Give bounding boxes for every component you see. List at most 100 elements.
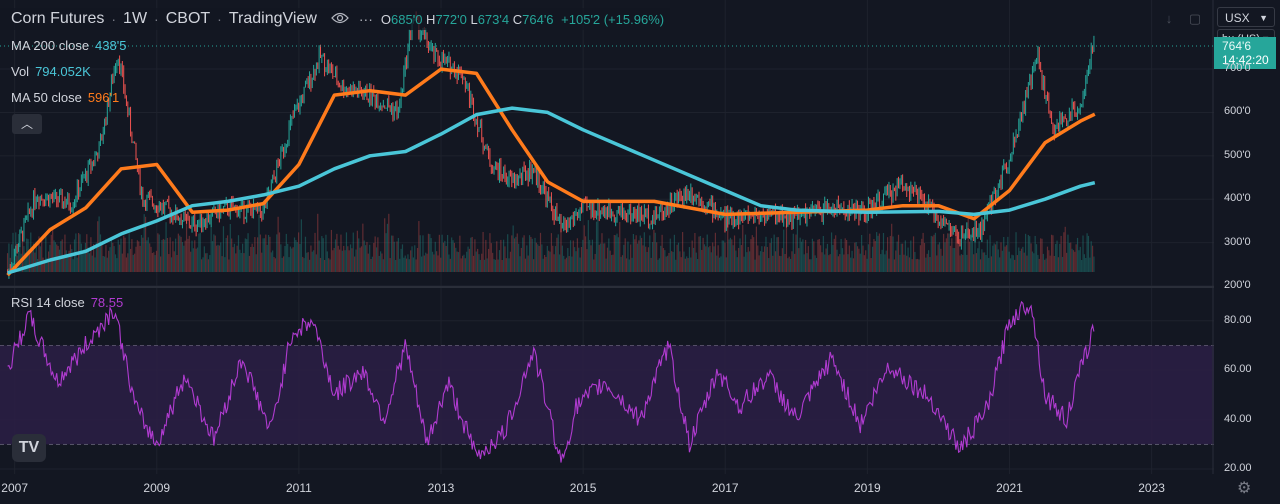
volume-bar [1079, 246, 1081, 272]
volume-bar [743, 256, 745, 272]
volume-bar [519, 256, 521, 272]
volume-bar [911, 259, 913, 272]
volume-bar [548, 250, 550, 272]
interval[interactable]: 1W [123, 10, 148, 27]
volume-bar [1033, 253, 1035, 272]
volume-bar [303, 258, 305, 272]
volume-bar [631, 257, 633, 272]
volume-bar [252, 246, 255, 272]
chart-canvas[interactable] [0, 0, 1214, 474]
volume-bar [216, 245, 218, 272]
volume-bar [367, 253, 369, 272]
volume-bar [311, 251, 313, 272]
volume-bar [431, 251, 434, 272]
volume-bar [169, 237, 171, 272]
volume-bar [657, 259, 659, 272]
volume-bar [869, 233, 871, 272]
volume-bar [537, 244, 539, 272]
volume-bar [28, 249, 31, 272]
volume-bar [882, 232, 885, 272]
volume-bar [992, 245, 994, 272]
volume-bar [985, 255, 987, 272]
volume-bar [598, 244, 600, 272]
volume-bar [676, 244, 678, 272]
volume-bar [709, 245, 711, 272]
volume-bar [317, 213, 319, 272]
volume-bar [161, 240, 163, 272]
volume-bar [345, 232, 348, 272]
volume-bar [267, 234, 270, 272]
volume-bar [307, 252, 309, 272]
symbol-name[interactable]: Corn Futures [11, 10, 105, 27]
volume-bar [195, 248, 197, 272]
volume-bar [953, 248, 956, 272]
volume-bar [483, 259, 486, 272]
legend-ma50[interactable]: MA 50 close 596'1 [11, 90, 120, 105]
volume-bar [69, 244, 72, 272]
volume-bar [958, 242, 960, 272]
maximize-icon[interactable]: ▢ [1188, 11, 1202, 26]
volume-bar [535, 242, 537, 272]
volume-bar [798, 248, 800, 272]
volume-bar [67, 255, 69, 272]
volume-bar [359, 247, 361, 272]
volume-bar [1076, 237, 1079, 272]
volume-bar [515, 236, 517, 272]
volume-bar [389, 258, 391, 272]
volume-bar [108, 250, 110, 272]
download-icon[interactable]: ↓ [1165, 11, 1173, 26]
legend-volume[interactable]: Vol 794.052K [11, 64, 91, 79]
legend-ma200[interactable]: MA 200 close 438'5 [11, 38, 127, 53]
volume-bar [31, 247, 33, 272]
volume-bar [474, 239, 476, 272]
volume-bar [385, 233, 387, 272]
rsi-line [7, 300, 1095, 463]
volume-bar [88, 253, 91, 272]
volume-bar [912, 236, 915, 272]
volume-bar [407, 254, 409, 272]
eye-icon[interactable] [331, 11, 349, 28]
volume-bar [888, 258, 890, 272]
volume-bar [556, 237, 558, 272]
volume-bar [236, 245, 238, 272]
volume-bar [855, 242, 857, 272]
volume-bar [487, 248, 490, 272]
rsi-axis-label: 20.00 [1224, 462, 1252, 475]
volume-bar [876, 232, 878, 272]
volume-bar [837, 256, 839, 272]
volume-bar [583, 225, 585, 272]
currency-select[interactable]: USX ▼ [1217, 7, 1275, 27]
volume-bar [1019, 250, 1021, 272]
volume-bar [840, 238, 842, 272]
volume-bar [885, 250, 887, 272]
volume-bar [564, 259, 566, 272]
volume-bar [247, 233, 249, 272]
volume-bar [217, 244, 219, 272]
volume-bar [617, 237, 619, 272]
volume-bar [736, 257, 738, 272]
volume-bar [451, 237, 453, 272]
tradingview-logo[interactable]: TV [12, 434, 46, 462]
volume-bar [117, 239, 119, 272]
volume-bar [895, 250, 897, 272]
volume-bar [943, 233, 945, 272]
volume-bar [265, 234, 267, 272]
volume-bar [233, 243, 235, 272]
more-icon[interactable]: ··· [358, 11, 373, 27]
gear-icon[interactable]: ⚙ [1237, 480, 1252, 497]
volume-bar [926, 253, 928, 272]
volume-bar [1004, 246, 1006, 272]
volume-bar [438, 234, 440, 272]
volume-bar [373, 242, 375, 272]
legend-rsi[interactable]: RSI 14 close 78.55 [11, 295, 124, 310]
volume-bar [886, 237, 889, 272]
volume-bar [833, 238, 835, 272]
volume-bar [430, 238, 432, 272]
volume-bar [358, 238, 360, 272]
volume-bar [1012, 255, 1014, 272]
volume-bar [405, 258, 408, 272]
volume-bar [166, 237, 169, 272]
volume-bar [871, 246, 874, 272]
volume-bar [90, 237, 92, 272]
collapse-legend-button[interactable]: ︿ [12, 114, 42, 134]
